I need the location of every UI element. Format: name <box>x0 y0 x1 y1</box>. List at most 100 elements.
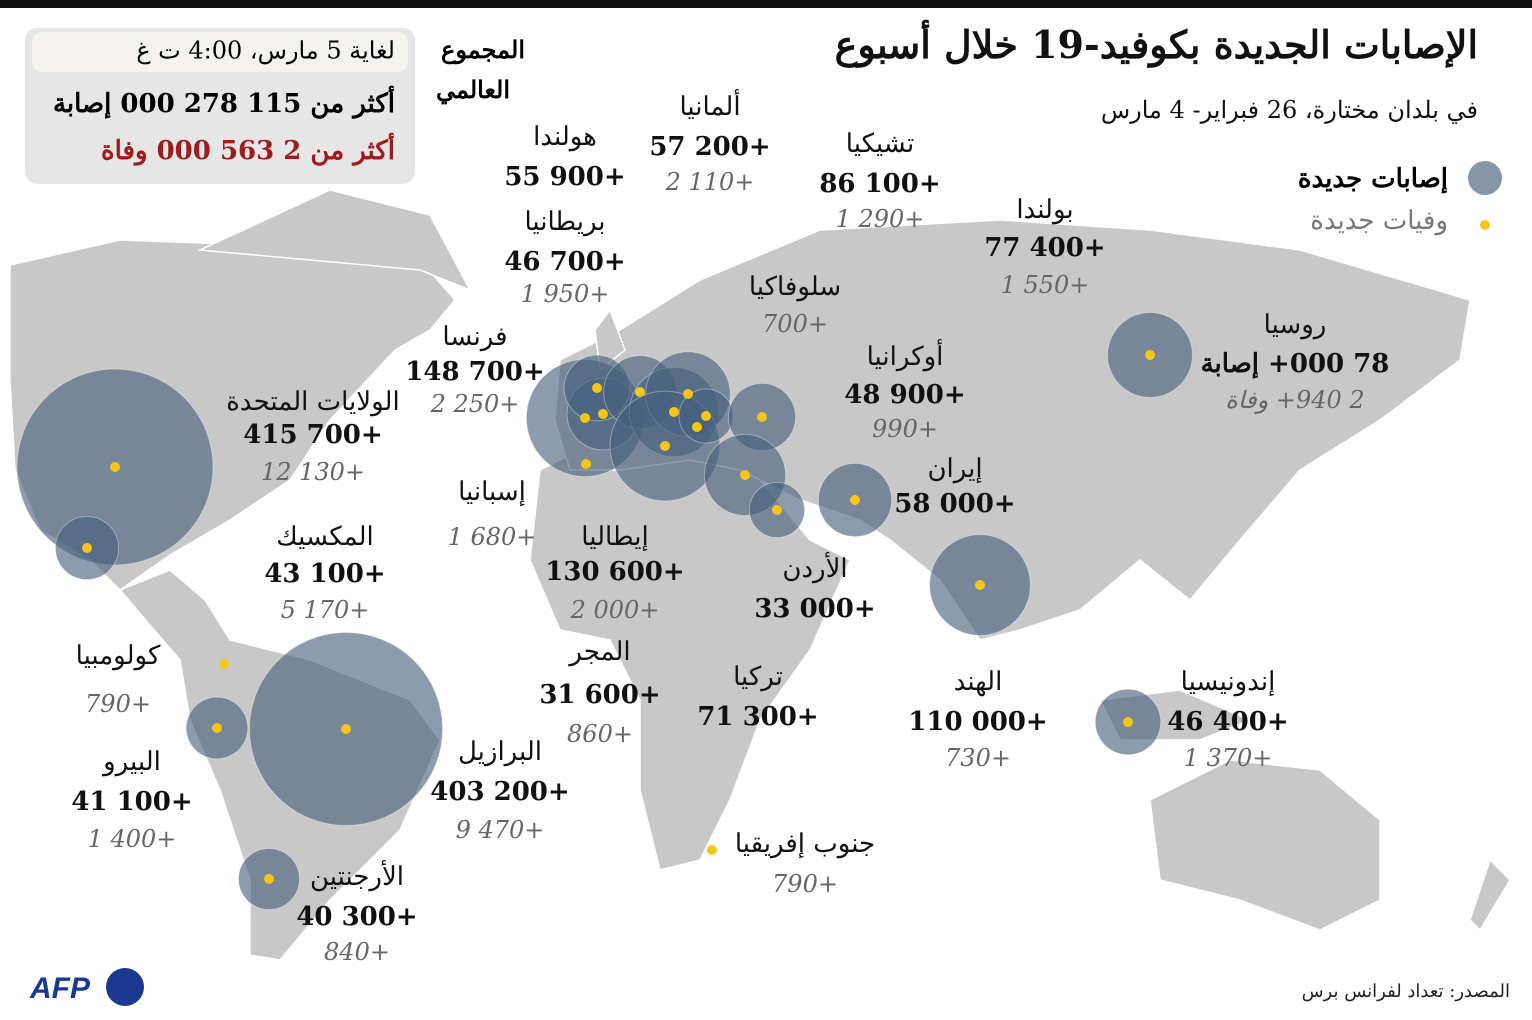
deaths-label: 730+ <box>945 744 1011 772</box>
country-name: هولندا <box>533 122 597 152</box>
country-name: كولومبيا <box>76 641 161 671</box>
cases-label: 415 700+ <box>243 420 382 450</box>
death-dot <box>598 409 608 419</box>
cases-label: 77 400+ <box>984 233 1105 263</box>
country-name: الولايات المتحدة <box>226 387 399 417</box>
country-name: المكسيك <box>276 522 374 552</box>
death-dot <box>82 543 92 553</box>
death-dot <box>341 724 351 734</box>
cases-label: 41 100+ <box>71 787 192 817</box>
deaths-label: 1 550+ <box>1001 271 1090 299</box>
death-dot <box>212 723 222 733</box>
deaths-label: 790+ <box>85 690 151 718</box>
death-dot <box>264 874 274 884</box>
death-dot <box>581 459 591 469</box>
deaths-label: 12 130+ <box>261 458 365 486</box>
death-dot <box>110 462 120 472</box>
country-name: إيران <box>927 454 982 484</box>
death-dot <box>772 505 782 515</box>
top-bar <box>0 0 1532 8</box>
country-name: الهند <box>954 667 1003 697</box>
country-name: البيرو <box>101 747 161 777</box>
death-dot <box>1145 350 1155 360</box>
country-name: البرازيل <box>458 737 542 767</box>
death-dot <box>669 407 679 417</box>
global-cases: أكثر من 115 278 000 إصابة <box>53 85 395 119</box>
cases-label: 57 200+ <box>649 132 770 162</box>
deaths-label: 700+ <box>762 310 828 338</box>
death-dot <box>1123 717 1133 727</box>
death-dot <box>740 470 750 480</box>
deaths-label: 5 170+ <box>281 596 370 624</box>
death-dot <box>850 495 860 505</box>
legend-cases: إصابات جديدة <box>1298 164 1448 194</box>
death-dot <box>660 441 670 451</box>
deaths-label: 860+ <box>567 720 633 748</box>
deaths-label: 2 000+ <box>570 596 660 624</box>
country-name: إسبانيا <box>458 477 526 507</box>
death-dot <box>692 422 702 432</box>
legend-dot <box>1480 220 1490 230</box>
global-heading: المجموع <box>441 35 525 65</box>
legend-deaths: وفيات جديدة <box>1310 206 1448 236</box>
global-heading: العالمي <box>436 75 510 105</box>
deaths-label: 990+ <box>872 415 938 443</box>
death-dot <box>707 845 717 855</box>
cases-label: 33 000+ <box>754 594 875 624</box>
source: المصدر: تعداد لفرانس برس <box>1302 981 1510 1002</box>
country-name: إندونيسيا <box>1181 667 1276 697</box>
country-name: فرنسا <box>442 322 507 352</box>
country-name: جنوب إفريقيا <box>735 829 875 859</box>
country-name: بولندا <box>1016 195 1073 225</box>
death-dot <box>701 411 711 421</box>
cases-label: 48 900+ <box>844 380 965 410</box>
deaths-label: 9 470+ <box>456 816 545 844</box>
death-dot <box>635 387 645 397</box>
cases-label: 86 100+ <box>819 169 940 199</box>
country-name: الأرجنتين <box>310 859 404 892</box>
country-name: بريطانيا <box>524 207 605 237</box>
title: الإصابات الجديدة بكوفيد-19 خلال أسبوع <box>835 19 1478 69</box>
death-dot <box>975 580 985 590</box>
cases-label: 78 000+ إصابة <box>1201 349 1390 379</box>
global-date-box <box>32 32 408 72</box>
death-dot <box>592 383 602 393</box>
country-name: تركيا <box>733 662 783 692</box>
cases-label: 110 000+ <box>908 707 1047 737</box>
cases-label: 46 400+ <box>1167 707 1288 737</box>
cases-label: 31 600+ <box>539 680 660 710</box>
deaths-label: 2 250+ <box>430 390 520 418</box>
death-dot <box>757 412 767 422</box>
cases-label: 148 700+ <box>405 357 544 387</box>
cases-label: 43 100+ <box>264 559 385 589</box>
legend-bubble <box>1468 161 1502 195</box>
deaths-label: 1 370+ <box>1184 744 1273 772</box>
cases-label: 71 300+ <box>697 702 818 732</box>
country-name: المجر <box>567 637 630 667</box>
cases-label: 403 200+ <box>430 777 569 807</box>
country-name: إيطاليا <box>581 522 648 552</box>
cases-label: 46 700+ <box>504 247 625 277</box>
deaths-label: 1 680+ <box>448 523 537 551</box>
cases-label: 55 900+ <box>504 162 625 192</box>
global-date: لغاية 5 مارس، 4:00 ت غ <box>136 37 395 65</box>
death-dot <box>580 413 590 423</box>
death-dot <box>683 389 693 399</box>
death-dot <box>219 659 229 669</box>
subtitle: في بلدان مختارة، 26 فبراير- 4 مارس <box>1101 96 1478 124</box>
deaths-label: 1 950+ <box>521 280 610 308</box>
country-name: روسيا <box>1264 310 1327 340</box>
country-name: سلوفاكيا <box>749 272 841 302</box>
deaths-label: 1 400+ <box>88 825 177 853</box>
country-name: الأردن <box>782 551 847 584</box>
cases-label: 130 600+ <box>545 557 684 587</box>
global-deaths: أكثر من 2 563 000 وفاة <box>101 132 395 166</box>
logo: AFP <box>29 972 91 1005</box>
deaths-label: 790+ <box>772 870 838 898</box>
deaths-label: 2 940+ وفاة <box>1225 386 1364 414</box>
deaths-label: 840+ <box>324 938 390 966</box>
cases-label: 40 300+ <box>296 902 417 932</box>
deaths-label: 1 290+ <box>836 205 925 233</box>
cases-label: 58 000+ <box>894 489 1015 519</box>
